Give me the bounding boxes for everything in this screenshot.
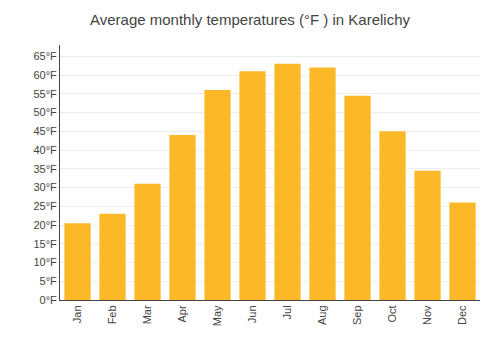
svg-text:40°F: 40°F: [33, 144, 57, 156]
svg-text:65°F: 65°F: [33, 50, 57, 62]
svg-text:Jun: Jun: [246, 305, 258, 323]
svg-text:Average monthly temperatures (: Average monthly temperatures (°F ) in Ka…: [90, 11, 411, 28]
svg-text:20°F: 20°F: [33, 219, 57, 231]
svg-text:Sep: Sep: [351, 305, 363, 325]
svg-text:0°F: 0°F: [40, 294, 58, 306]
svg-text:45°F: 45°F: [33, 125, 57, 137]
svg-text:Apr: Apr: [176, 305, 188, 322]
svg-text:May: May: [211, 305, 223, 326]
svg-text:15°F: 15°F: [33, 238, 57, 250]
svg-text:Aug: Aug: [316, 305, 328, 325]
svg-text:Feb: Feb: [106, 305, 118, 324]
svg-text:25°F: 25°F: [33, 200, 57, 212]
svg-text:50°F: 50°F: [33, 106, 57, 118]
svg-text:Nov: Nov: [421, 305, 433, 325]
svg-text:Jul: Jul: [281, 305, 293, 319]
svg-text:30°F: 30°F: [33, 181, 57, 193]
svg-text:55°F: 55°F: [33, 88, 57, 100]
svg-text:Dec: Dec: [456, 305, 468, 325]
svg-text:60°F: 60°F: [33, 69, 57, 81]
svg-text:5°F: 5°F: [40, 275, 58, 287]
svg-text:Oct: Oct: [386, 305, 398, 322]
svg-text:10°F: 10°F: [33, 256, 57, 268]
svg-text:Jan: Jan: [71, 305, 83, 323]
svg-text:Mar: Mar: [141, 305, 153, 324]
svg-text:35°F: 35°F: [33, 163, 57, 175]
